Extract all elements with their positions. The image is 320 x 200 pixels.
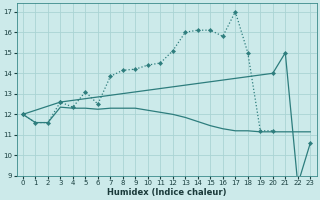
X-axis label: Humidex (Indice chaleur): Humidex (Indice chaleur) [107, 188, 226, 197]
